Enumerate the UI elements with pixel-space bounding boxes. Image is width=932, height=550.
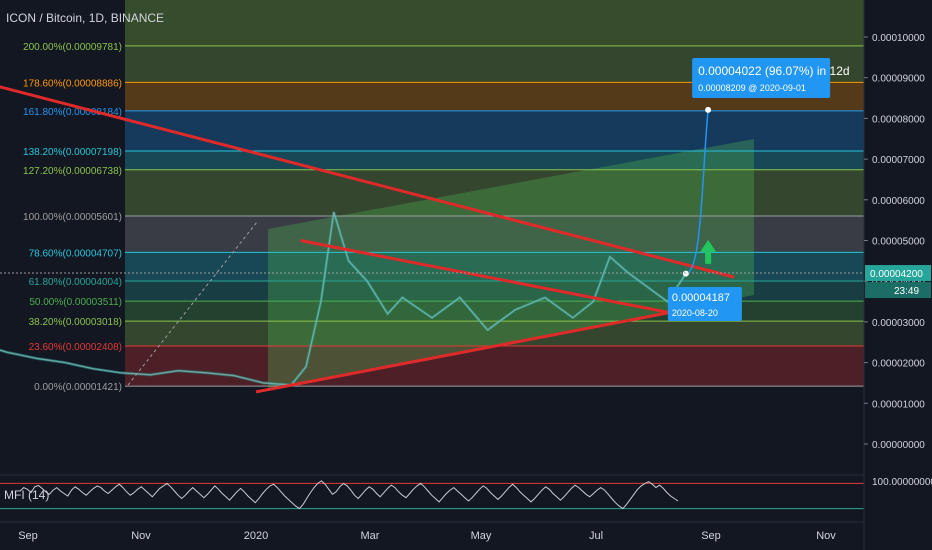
current-price-value: 0.00004200 xyxy=(870,269,923,280)
fib-label: 138.20%(0.00007198) xyxy=(23,147,122,158)
price-tick-label: 0.00010000 xyxy=(872,33,925,44)
up-arrow-head xyxy=(700,239,717,252)
up-arrow-shaft xyxy=(705,251,712,264)
fib-label: 23.60%(0.00002408) xyxy=(29,342,122,353)
time-tick-label: Mar xyxy=(361,530,380,542)
price-series xyxy=(0,211,688,387)
price-tick-label: 0.00000000 xyxy=(872,440,925,451)
current-price-badge xyxy=(865,265,931,282)
countdown-badge xyxy=(865,282,931,299)
price-tick-label: 0.00009000 xyxy=(872,74,925,85)
price-tick-label: 0.00005000 xyxy=(872,237,925,248)
projection-channel xyxy=(268,139,754,391)
fib-zone xyxy=(125,169,864,217)
trendline xyxy=(300,239,687,318)
time-axis: Sep Nov 2020 Mar May Jul Sep Nov xyxy=(0,521,864,542)
countdown-value: 23:49 xyxy=(894,286,919,297)
fib-zone xyxy=(125,216,864,253)
forecast-curve xyxy=(685,109,709,275)
fib-zone xyxy=(125,110,864,152)
fib-label: 78.60%(0.00004707) xyxy=(29,248,122,259)
price-line xyxy=(0,211,687,386)
fib-label: 161.80%(0.00008184) xyxy=(23,107,122,118)
target-line-2: 0.00008209 @ 2020-09-01 xyxy=(698,83,806,93)
price-tick-label: 0.00007000 xyxy=(872,155,925,166)
forecast-start-point xyxy=(682,270,689,277)
forecast: 0.00004022 (96.07%) in 12d 0.00008209 @ 2… xyxy=(0,58,864,321)
mfi-axis-label: 100.00000000 xyxy=(872,477,932,488)
fib-label: 50.00%(0.00003511) xyxy=(29,297,122,308)
forecast-end-point xyxy=(705,106,712,113)
fib-label: 178.60%(0.00008886) xyxy=(23,78,122,89)
fib-levels: 200.00%(0.00009781) 178.60%(0.00008886) 16… xyxy=(23,42,864,393)
fib-label: 127.20%(0.00006738) xyxy=(23,166,122,177)
mfi-label: MFI (14) xyxy=(4,488,49,502)
time-tick-label: Nov xyxy=(816,530,836,542)
mfi-panel xyxy=(0,474,864,510)
time-tick-label: Sep xyxy=(18,530,38,542)
fib-zone xyxy=(125,345,864,387)
fib-label: 100.00%(0.00005601) xyxy=(23,212,122,223)
price-axis: 0.00010000 0.00009000 0.00008000 0.00007000… xyxy=(863,0,932,550)
time-tick-label: Nov xyxy=(131,530,151,542)
guide-dashed xyxy=(127,221,258,386)
fib-zone xyxy=(125,151,864,170)
fib-label: 61.80%(0.00004004) xyxy=(29,277,122,288)
price-tick-label: 0.00008000 xyxy=(872,114,925,125)
trendline xyxy=(255,306,696,394)
trendlines xyxy=(0,85,735,394)
target-tooltip xyxy=(692,58,831,98)
time-tick-label: Sep xyxy=(701,530,721,542)
chart-title: ICON / Bitcoin, 1D, BINANCE xyxy=(6,11,164,25)
price-candles xyxy=(0,211,688,387)
fib-zone xyxy=(125,252,864,282)
time-tick-label: May xyxy=(471,530,492,542)
current-line-1: 0.00004187 xyxy=(672,292,730,304)
fib-zone-top xyxy=(125,0,864,46)
current-line-2: 2020-08-20 xyxy=(672,308,718,318)
time-tick-label: Jul xyxy=(589,530,603,542)
current-tooltip xyxy=(667,287,742,321)
price-tick-label: 0.00001000 xyxy=(872,399,925,410)
fib-label: 38.20%(0.00003018) xyxy=(29,317,122,328)
channel xyxy=(268,139,754,391)
fib-label: 200.00%(0.00009781) xyxy=(23,42,122,53)
time-tick-label: 2020 xyxy=(244,530,268,542)
mfi-line xyxy=(19,480,679,510)
price-tick-label: 0.00002000 xyxy=(872,359,925,370)
trendline xyxy=(0,85,735,279)
fib-label: 0.00%(0.00001421) xyxy=(34,382,122,393)
price-tick-label: 0.00003000 xyxy=(872,318,925,329)
target-line-1: 0.00004022 (96.07%) in 12d xyxy=(698,64,849,78)
price-tick-label: 0.00006000 xyxy=(872,196,925,207)
